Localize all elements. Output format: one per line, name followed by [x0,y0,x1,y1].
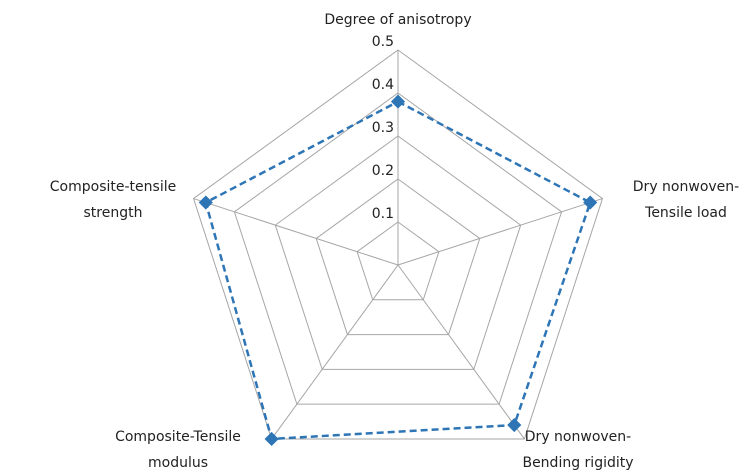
category-label: Dry nonwoven- [633,179,739,195]
radial-tick-label: 0.4 [372,77,394,93]
data-point [507,417,522,433]
grid-ring [192,49,604,440]
grid-ring [274,135,522,370]
category-label: Dry nonwoven- [525,429,631,445]
axis-spoke [193,198,399,266]
data-point [198,195,213,210]
series-line [204,100,592,441]
data-point [583,195,598,210]
axis-spoke [397,198,603,266]
radial-tick-label: 0.1 [372,206,394,222]
grid-ring [233,92,563,405]
grid-ring [356,221,440,301]
category-label: Composite-Tensile [115,429,241,445]
data-point [264,431,279,447]
radial-tick-label: 0.5 [372,34,394,50]
data-point [390,94,406,109]
axis-spoke [397,264,525,440]
category-label: Composite-tensile [50,179,176,195]
radial-tick-label: 0.2 [372,163,394,179]
category-label: Degree of anisotropy [324,12,471,28]
grid-ring [315,178,481,336]
radial-tick-label: 0.3 [372,120,394,136]
category-label: strength [84,205,143,221]
category-label: modulus [148,455,208,471]
axis-spoke [271,264,399,440]
category-label: Tensile load [644,205,727,221]
category-label: Bending rigidity [522,455,633,471]
